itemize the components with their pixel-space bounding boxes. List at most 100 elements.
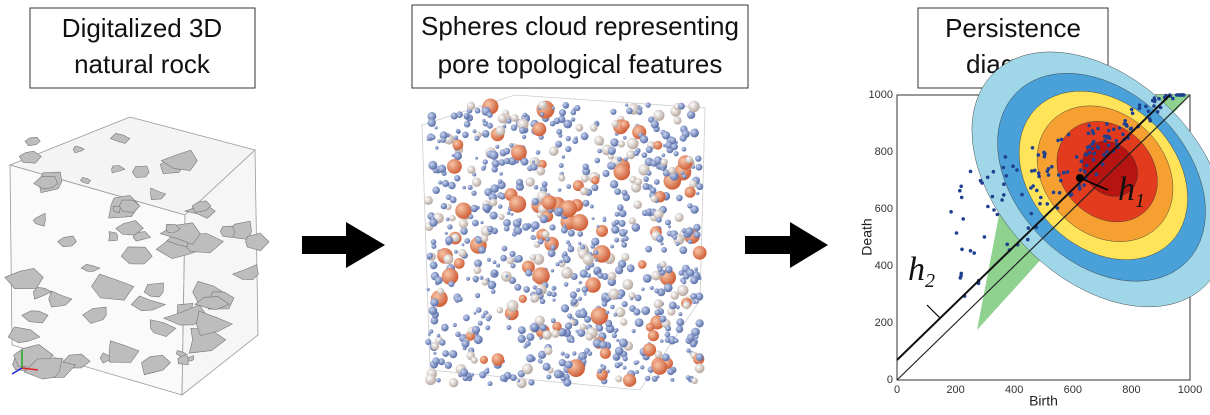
sphere <box>456 129 460 133</box>
point <box>1066 170 1070 174</box>
sphere-cloud <box>422 95 707 390</box>
sphere <box>481 314 485 318</box>
sphere <box>620 318 627 325</box>
sphere <box>428 161 437 170</box>
sphere <box>453 323 457 327</box>
point <box>1035 189 1039 193</box>
sphere <box>552 322 561 331</box>
sphere <box>531 221 540 230</box>
sphere <box>693 224 700 231</box>
point <box>1156 110 1160 114</box>
sphere <box>683 301 691 309</box>
sphere <box>686 156 693 163</box>
annotation-subscript: 1 <box>1135 190 1145 212</box>
point <box>1087 132 1091 136</box>
sphere <box>580 324 587 331</box>
sphere <box>685 187 696 198</box>
sphere <box>643 274 652 283</box>
sphere <box>597 369 602 374</box>
sphere <box>470 373 474 377</box>
sphere <box>542 330 551 339</box>
sphere <box>519 295 527 303</box>
point <box>983 235 987 239</box>
sphere <box>582 286 589 293</box>
sphere <box>638 260 647 269</box>
point <box>1050 165 1054 169</box>
sphere <box>481 133 484 136</box>
point <box>960 248 964 252</box>
sphere <box>505 275 508 278</box>
sphere <box>488 281 497 290</box>
sphere <box>651 120 659 128</box>
point <box>1059 179 1063 183</box>
sphere <box>591 238 599 246</box>
sphere <box>577 231 583 237</box>
sphere <box>543 363 551 371</box>
sphere <box>608 272 617 281</box>
sphere <box>650 286 654 290</box>
sphere <box>608 289 619 300</box>
point <box>1153 96 1157 100</box>
sphere <box>613 164 630 181</box>
point <box>1004 174 1008 178</box>
sphere <box>615 347 624 356</box>
sphere <box>617 157 622 162</box>
sphere <box>643 176 649 182</box>
sphere <box>558 188 562 192</box>
sphere <box>511 125 517 131</box>
sphere <box>563 224 566 227</box>
sphere <box>500 375 507 382</box>
sphere <box>525 341 531 347</box>
sphere <box>464 238 470 244</box>
sphere <box>510 213 513 216</box>
sphere <box>549 146 559 156</box>
sphere <box>425 374 436 385</box>
sphere <box>560 200 577 217</box>
point <box>1004 155 1008 159</box>
sphere <box>583 254 594 265</box>
sphere <box>542 181 548 187</box>
point <box>1060 138 1064 142</box>
sphere <box>675 213 684 222</box>
sphere <box>623 374 636 387</box>
sphere <box>481 279 488 286</box>
sphere <box>480 356 488 364</box>
point <box>1091 147 1095 151</box>
point <box>959 185 963 189</box>
sphere <box>478 246 486 254</box>
sphere <box>429 306 438 315</box>
sphere <box>688 239 693 244</box>
point <box>1093 152 1097 156</box>
sphere <box>460 368 468 376</box>
sphere <box>531 294 540 303</box>
sphere <box>448 281 454 287</box>
sphere <box>562 155 566 159</box>
sphere <box>431 239 437 245</box>
sphere <box>574 136 577 139</box>
sphere <box>633 308 640 315</box>
sphere <box>613 313 617 317</box>
point <box>1101 163 1105 167</box>
sphere <box>468 185 473 190</box>
sphere <box>492 160 500 168</box>
sphere <box>425 339 431 345</box>
figure: Digitalized 3D natural rock Spheres clou… <box>0 0 1210 410</box>
sphere <box>487 226 493 232</box>
sphere <box>664 284 673 293</box>
sphere <box>509 196 526 213</box>
sphere <box>668 225 671 228</box>
sphere <box>673 235 678 240</box>
point <box>1105 122 1109 126</box>
x-tick-label: 0 <box>894 384 900 396</box>
sphere <box>622 301 628 307</box>
annotation-subscript: 2 <box>925 270 935 292</box>
sphere <box>637 109 643 115</box>
sphere <box>645 376 650 381</box>
point <box>1031 146 1035 150</box>
sphere <box>506 325 511 330</box>
point <box>979 179 983 183</box>
sphere <box>668 167 676 175</box>
sphere <box>458 249 466 257</box>
sphere <box>635 178 642 185</box>
sphere <box>561 304 569 312</box>
